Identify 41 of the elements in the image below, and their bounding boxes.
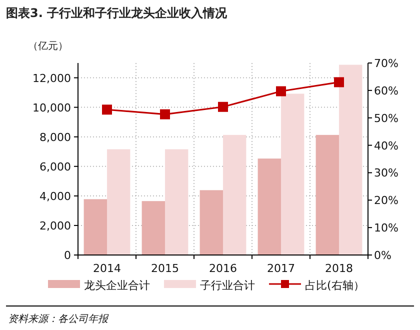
y-tick-label: 6,000 <box>40 160 71 174</box>
y-axis-title: （亿元） <box>28 41 68 52</box>
y2-tick-label: 50% <box>374 112 398 125</box>
x-tick-label: 2017 <box>267 262 295 275</box>
x-tick-label: 2018 <box>325 262 353 275</box>
y2-tick-label: 30% <box>374 166 398 180</box>
y-tick-label: 12,000 <box>32 72 71 85</box>
point <box>160 109 170 120</box>
point <box>218 102 228 112</box>
x-tick-label: 2016 <box>209 262 237 275</box>
y-tick-label: 8,000 <box>40 130 71 144</box>
x-tick-label: 2014 <box>93 262 121 275</box>
legend-label: 占比(右轴） <box>305 279 364 292</box>
bar <box>316 134 339 255</box>
y-tick-label: 4,000 <box>40 190 71 203</box>
bar <box>200 190 223 255</box>
bar <box>142 201 165 255</box>
text: 资料来源：各公司年报 <box>8 313 109 325</box>
y2-tick-label: 10% <box>374 222 398 235</box>
point <box>102 104 112 115</box>
bar <box>165 149 188 255</box>
point <box>276 86 286 96</box>
bar <box>107 149 130 255</box>
bar <box>223 134 246 255</box>
legend-label: 子行业合计 <box>200 279 255 292</box>
y2-tick-label: 20% <box>374 194 398 208</box>
bar <box>339 64 362 255</box>
point <box>334 77 344 88</box>
bar <box>281 94 304 255</box>
y2-tick-label: 40% <box>374 139 398 152</box>
y2-tick-label: 60% <box>374 84 398 98</box>
chart-title: 图表3. 子行业和子行业龙头企业收入情况 <box>6 6 228 20</box>
y2-tick-label: 70% <box>374 57 398 70</box>
bar <box>258 158 281 255</box>
bar <box>84 199 107 255</box>
legend-label: 龙头企业合计 <box>84 279 150 292</box>
y-tick-label: 10,000 <box>32 101 71 114</box>
y-tick-label: 0 <box>64 249 71 262</box>
x-tick-label: 2015 <box>151 262 179 275</box>
y-tick-label: 2,000 <box>40 219 71 232</box>
y2-tick-label: 0% <box>374 249 392 262</box>
